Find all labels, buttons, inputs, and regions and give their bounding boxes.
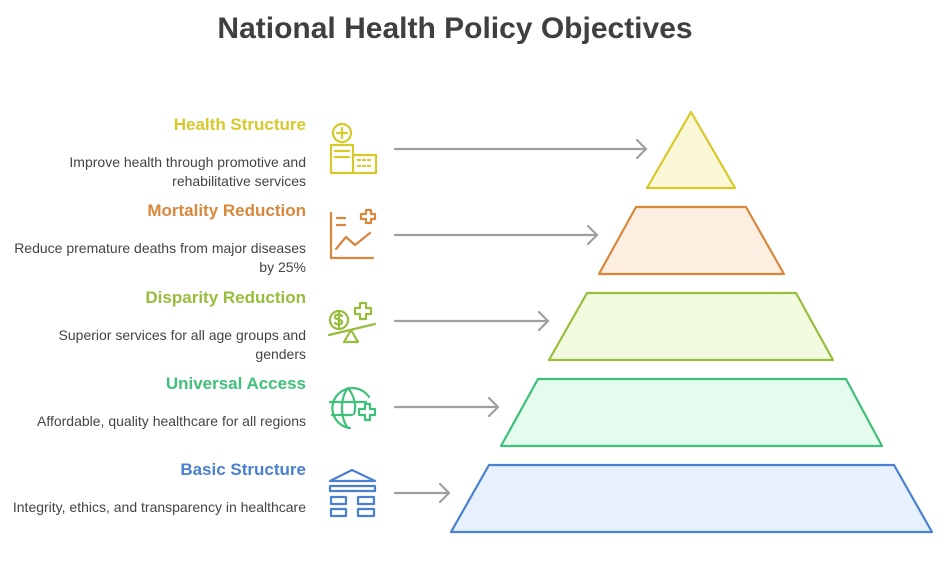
pyramid-tier-health-structure (647, 112, 735, 188)
chart-medical-icon (331, 210, 375, 258)
globe-medical-icon (330, 388, 375, 428)
balance-icon (329, 303, 375, 342)
pyramid-tier-universal-access (501, 379, 882, 446)
pyramid-tier-disparity-reduction (549, 293, 833, 360)
hospital-icon (331, 124, 376, 173)
pillar-icon (330, 470, 375, 516)
pyramid-tier-basic-structure (451, 465, 932, 532)
pyramid-tier-mortality-reduction (599, 207, 784, 274)
